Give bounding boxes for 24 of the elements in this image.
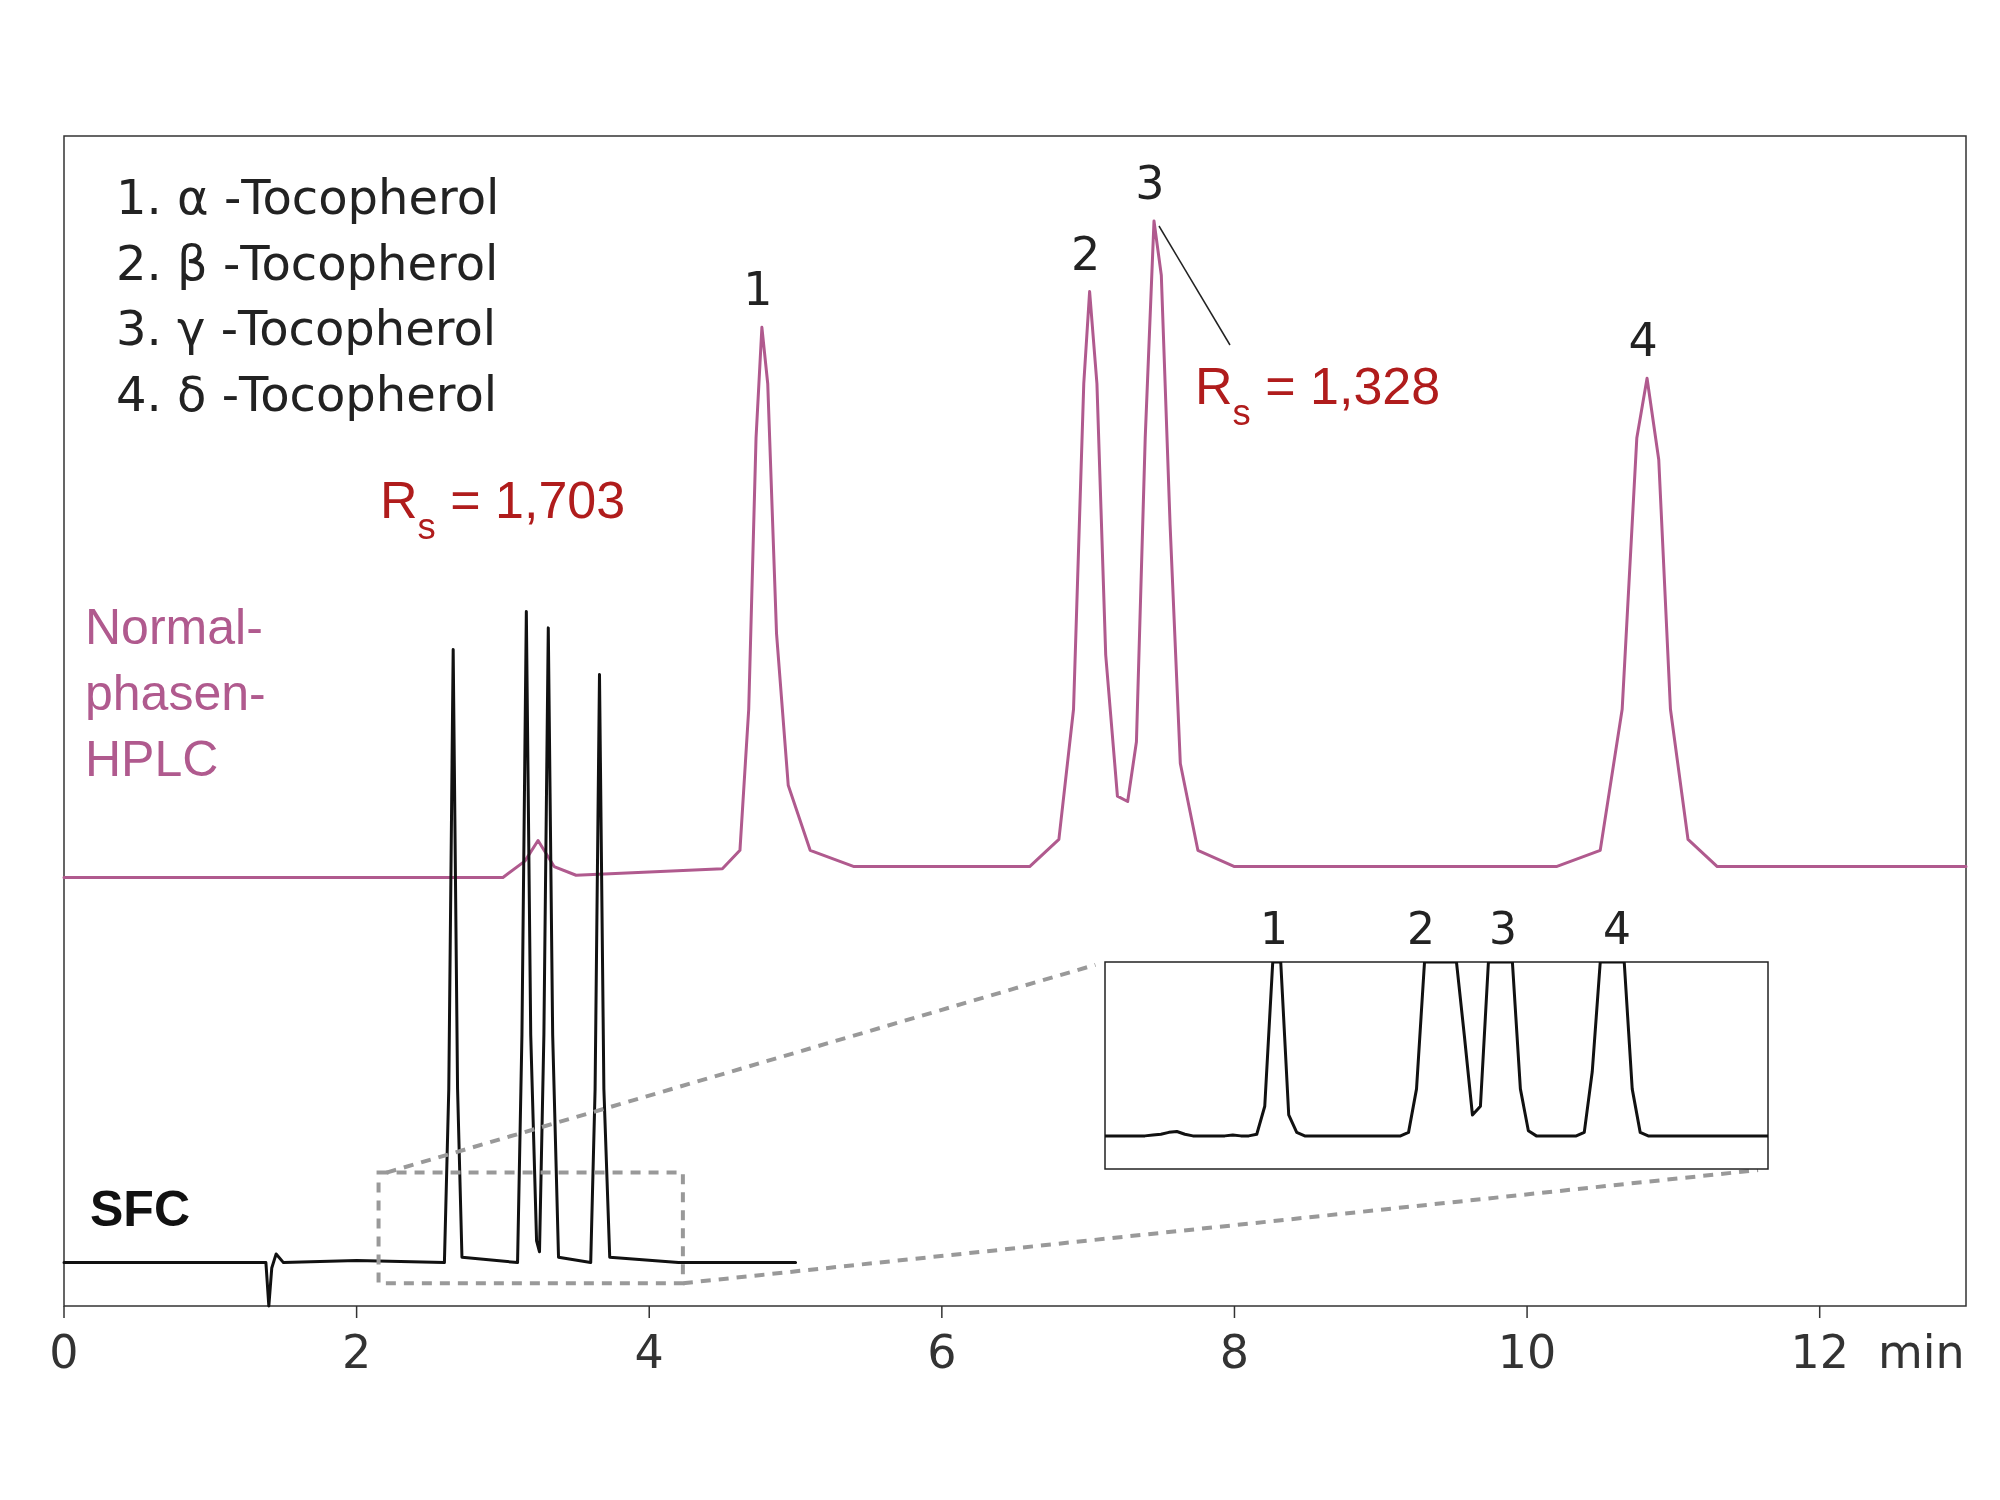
x-tick-label: 10 bbox=[1497, 1325, 1557, 1379]
annotation: R$_{s}$ = 1,328 bbox=[1194, 357, 1441, 433]
annotation: 4 bbox=[1628, 313, 1658, 368]
annotation: 2 bbox=[1407, 903, 1435, 954]
annotation: 1 bbox=[1260, 903, 1288, 954]
annotation: 3 bbox=[1135, 156, 1165, 210]
annotation: 4. δ -Tocopherol bbox=[116, 366, 498, 422]
x-tick-label: 0 bbox=[49, 1325, 79, 1379]
x-tick-label: 4 bbox=[634, 1325, 664, 1379]
annotation: 3 bbox=[1489, 903, 1517, 954]
series-label: SFC bbox=[90, 1181, 190, 1237]
x-tick-label: 8 bbox=[1219, 1325, 1250, 1379]
annotation: 2 bbox=[1070, 226, 1101, 281]
x-tick-label: 6 bbox=[927, 1325, 957, 1379]
x-tick-label: 12 bbox=[1790, 1325, 1849, 1379]
annotation: 1. α -Tocopherol bbox=[116, 169, 500, 225]
series-label: Normal-phasen-HPLC bbox=[85, 599, 266, 787]
annotation: 1 bbox=[743, 262, 773, 317]
annotation: R$_{s}$ = 1,703 bbox=[380, 471, 626, 547]
annotation: 2. β -Tocopherol bbox=[116, 235, 499, 291]
x-axis-title: min bbox=[1878, 1325, 1965, 1379]
x-tick-label: 2 bbox=[341, 1325, 372, 1379]
annotation: 4 bbox=[1603, 903, 1631, 954]
annotation: 3. γ -Tocopherol bbox=[116, 300, 497, 356]
